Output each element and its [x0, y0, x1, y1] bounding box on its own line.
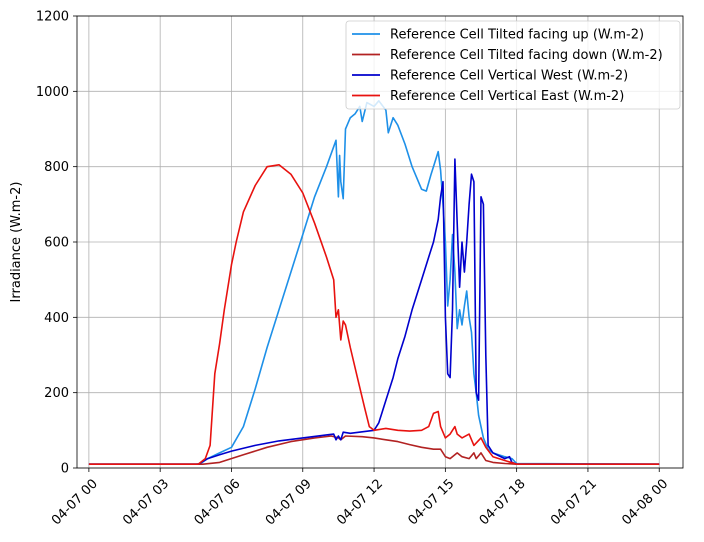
- legend-label: Reference Cell Vertical East (W.m-2): [390, 89, 624, 104]
- y-tick-label: 1200: [36, 10, 69, 25]
- x-axis-ticks: 04-07 00 04-07 03 04-07 06 04-07 09 04-07 12…: [49, 468, 671, 528]
- legend-label: Reference Cell Tilted facing up (W.m-2): [390, 28, 644, 43]
- legend-label: Reference Cell Vertical West (W.m-2): [390, 69, 628, 84]
- x-tick-label: 04-07 09: [263, 476, 315, 528]
- y-tick-label: 800: [44, 160, 69, 175]
- x-tick-label: 04-07 12: [334, 476, 386, 528]
- y-tick-label: 400: [44, 311, 69, 326]
- legend-label: Reference Cell Tilted facing down (W.m-2…: [390, 48, 663, 63]
- y-tick-label: 200: [44, 386, 69, 401]
- x-tick-label: 04-07 06: [192, 476, 244, 528]
- x-tick-label: 04-07 03: [120, 476, 172, 528]
- x-tick-label: 04-07 21: [548, 476, 600, 528]
- y-axis-label: Irradiance (W.m-2): [9, 182, 24, 303]
- y-tick-label: 1000: [36, 85, 69, 100]
- series-line-4: [88, 164, 660, 465]
- series-line-1: [88, 100, 660, 465]
- legend-box: [345, 20, 681, 110]
- series-line-3: [88, 158, 660, 465]
- y-axis-ticks: 0 200 400 600 800 1000 1200: [36, 10, 77, 477]
- x-tick-label: 04-07 18: [477, 476, 529, 528]
- series-lines: [88, 100, 660, 465]
- legend: Reference Cell Tilted facing up (W.m-2) R…: [345, 20, 681, 110]
- x-tick-label: 04-08 00: [619, 476, 671, 528]
- series-line-2: [88, 435, 660, 465]
- y-tick-label: 0: [61, 462, 69, 477]
- y-tick-label: 600: [44, 236, 69, 251]
- x-tick-label: 04-07 15: [405, 476, 457, 528]
- x-tick-label: 04-07 00: [49, 476, 101, 528]
